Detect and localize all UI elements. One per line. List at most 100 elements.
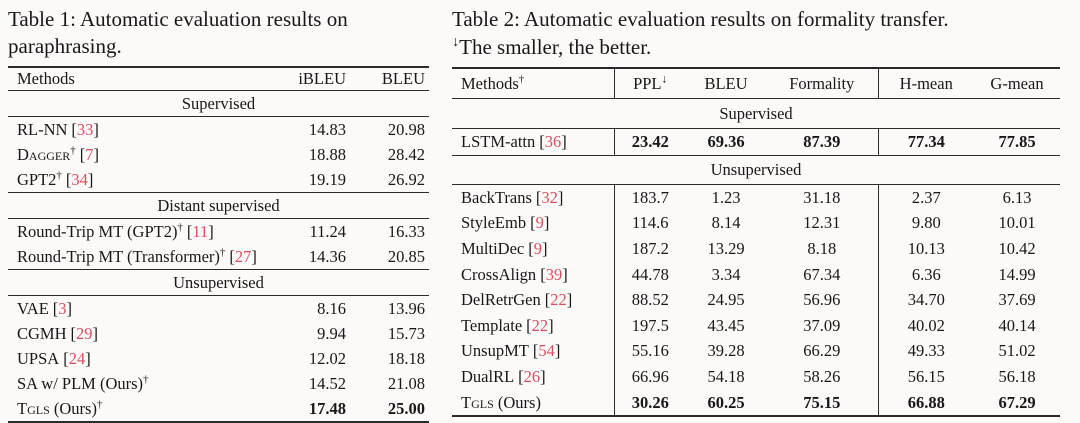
citation-bracket: ] xyxy=(93,144,99,164)
method-cell: Round-Trip MT (Transformer)† [27] xyxy=(8,244,278,270)
citation: [54] xyxy=(533,341,561,360)
method-name: UnsupMT xyxy=(461,341,529,361)
table1-caption: Table 1: Automatic evaluation results on… xyxy=(8,7,348,58)
method-cell: CrossAlign [39] xyxy=(452,262,614,288)
ppl-value: 44.78 xyxy=(613,261,686,288)
column-header-ibleu: iBLEU xyxy=(298,69,346,89)
hmean-value: 10.13 xyxy=(877,236,974,262)
bleu-value: 13.96 xyxy=(387,298,425,318)
section-header-supervised: Supervised xyxy=(719,103,793,123)
formality-value: 12.31 xyxy=(803,213,841,233)
table1-panel: Table 1: Automatic evaluation results on… xyxy=(8,4,429,423)
table-row: UnsupMT [54] 55.16 39.28 66.29 49.33 51.0… xyxy=(452,338,1060,365)
bleu-value: 8.14 xyxy=(711,213,741,233)
table-row: DelRetrGen [22] 88.52 24.95 56.96 34.70 3… xyxy=(452,287,1060,314)
citation-bracket: [ xyxy=(65,169,72,189)
bleu-value: 69.36 xyxy=(707,131,745,151)
gmean-value: 40.14 xyxy=(998,315,1036,335)
citation-link[interactable]: 39 xyxy=(545,264,563,284)
citation-bracket: [ xyxy=(526,315,532,335)
citation: [9] xyxy=(530,213,549,232)
table-row: GPT2† [34] 19.19 26.92 xyxy=(8,167,429,193)
citation-link[interactable]: 7 xyxy=(85,144,94,164)
ppl-value: 183.7 xyxy=(613,184,686,211)
formality-value: 37.09 xyxy=(803,315,841,335)
citation-link[interactable]: 22 xyxy=(531,315,549,335)
citation-bracket: ] xyxy=(208,221,214,241)
citation-bracket: ] xyxy=(66,298,73,318)
citation-link[interactable]: 27 xyxy=(234,246,252,266)
method-cell: DualRL [26] xyxy=(452,364,614,390)
citation-link[interactable]: 11 xyxy=(192,221,209,241)
bleu-value: 24.95 xyxy=(707,290,745,310)
ibleu-value: 14.83 xyxy=(308,119,346,139)
citation-bracket: ] xyxy=(540,367,546,387)
citation-link[interactable]: 26 xyxy=(523,367,541,387)
method-cell: Round-Trip MT (GPT2)† [11] xyxy=(8,219,278,245)
ppl-value: 88.52 xyxy=(613,287,686,314)
ibleu-value: 14.36 xyxy=(308,246,346,266)
gmean-value: 67.29 xyxy=(998,392,1036,412)
citation-link[interactable]: 22 xyxy=(550,290,567,310)
citation-link[interactable]: 32 xyxy=(541,187,558,207)
hmean-value: 9.80 xyxy=(877,210,974,237)
citation-link[interactable]: 3 xyxy=(58,298,67,318)
citation-link[interactable]: 9 xyxy=(533,239,542,259)
method-cell: Tgls (Ours)†[] xyxy=(8,396,278,422)
citation-bracket: ] xyxy=(548,315,554,335)
citation-bracket: ] xyxy=(554,341,561,361)
bleu-value: 25.00 xyxy=(387,398,425,418)
method-name: Tgls xyxy=(17,398,50,418)
citation-bracket: [ xyxy=(528,239,534,259)
citation-link[interactable]: 24 xyxy=(68,348,86,368)
ibleu-value: 9.94 xyxy=(317,323,346,343)
gmean-value: 77.85 xyxy=(998,131,1036,151)
table-row: RL-NN [33] 14.83 20.98 xyxy=(8,117,429,143)
citation: [27] xyxy=(229,247,257,266)
citation-bracket: [ xyxy=(52,298,59,318)
citation: [33] xyxy=(71,120,99,139)
method-cell: DelRetrGen [22] xyxy=(452,287,614,313)
column-header-ppl: PPL↓ xyxy=(613,68,686,99)
citation-bracket: [ xyxy=(70,323,77,343)
citation-bracket: ] xyxy=(543,213,550,233)
column-header-gmean: G-mean xyxy=(990,73,1044,93)
bleu-value: 39.28 xyxy=(707,341,745,361)
ppl-value: 114.6 xyxy=(613,210,686,237)
table-row: StyleEmb [9] 114.6 8.14 12.31 9.80 10.01 xyxy=(452,210,1060,237)
formality-value: 58.26 xyxy=(803,367,841,387)
ppl-value: 66.96 xyxy=(613,364,686,390)
citation-link[interactable]: 34 xyxy=(71,169,88,189)
citation-link[interactable]: 29 xyxy=(76,323,93,343)
citation-bracket: [ xyxy=(518,367,524,387)
table1: Methods iBLEU BLEU Supervised RL-NN [33] … xyxy=(8,66,429,423)
method-cell: UnsupMT [54] xyxy=(452,339,614,365)
method-name: GPT2 xyxy=(17,169,57,189)
hmean-value: 66.88 xyxy=(877,389,974,417)
ibleu-value: 14.52 xyxy=(308,373,346,393)
bleu-value: 3.34 xyxy=(711,264,741,284)
bleu-value: 20.98 xyxy=(387,119,425,139)
table-row: DualRL [26] 66.96 54.18 58.26 56.15 56.18 xyxy=(452,364,1060,390)
formality-value: 67.34 xyxy=(803,264,841,284)
gmean-value: 37.69 xyxy=(998,290,1036,310)
formality-value: 87.39 xyxy=(803,131,841,151)
method-cell: SA w/ PLM (Ours)†[] xyxy=(8,371,278,396)
table2: Methods† PPL↓ BLEU Formality H-mean G-me… xyxy=(452,67,1060,417)
method-name: BackTrans xyxy=(461,187,532,207)
bleu-value: 13.29 xyxy=(707,239,745,259)
section-header-supervised: Supervised xyxy=(181,93,256,113)
method-cell: RL-NN [33] xyxy=(8,117,278,143)
table-row: Round-Trip MT (GPT2)† [11] 11.24 16.33 xyxy=(8,219,429,245)
citation: [9] xyxy=(528,239,547,258)
table2-panel: Table 2: Automatic evaluation results on… xyxy=(452,4,1060,417)
method-name: CrossAlign xyxy=(461,264,537,284)
formality-value: 75.15 xyxy=(803,392,841,412)
column-header-formality: Formality xyxy=(789,73,855,93)
table2-caption: Table 2: Automatic evaluation results on… xyxy=(452,7,949,59)
citation-link[interactable]: 9 xyxy=(535,213,544,233)
citation-link[interactable]: 36 xyxy=(544,131,562,151)
table-row: SA w/ PLM (Ours)†[] 14.52 21.08 xyxy=(8,371,429,396)
citation-link[interactable]: 33 xyxy=(76,119,94,139)
citation-link[interactable]: 54 xyxy=(538,341,555,361)
